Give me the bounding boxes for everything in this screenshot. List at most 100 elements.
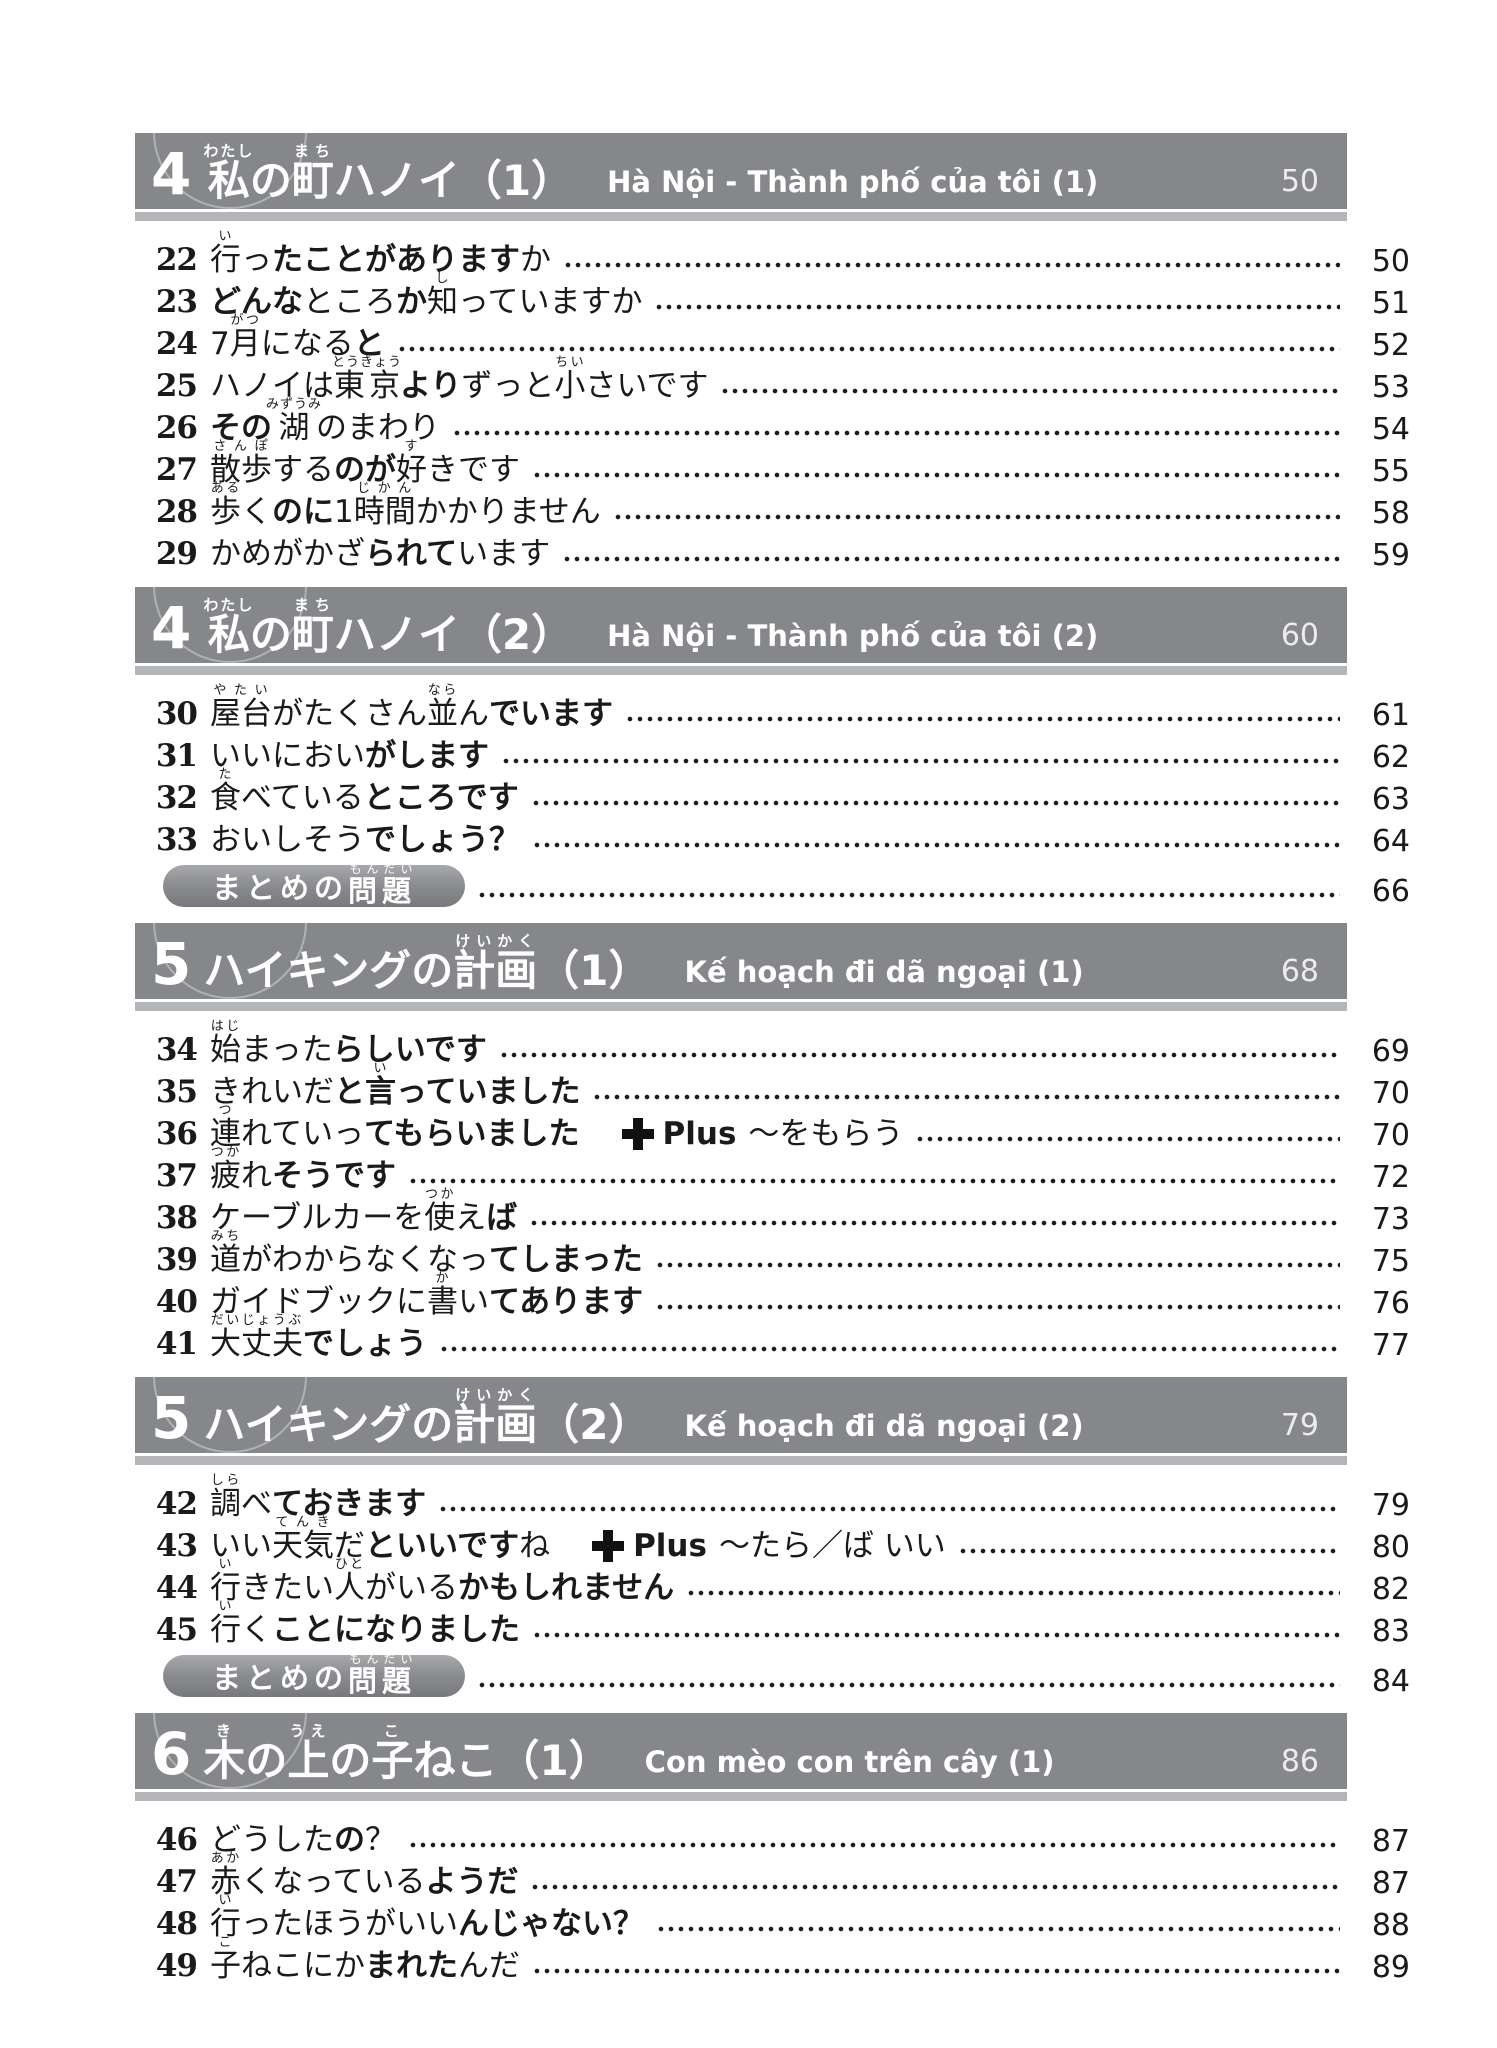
dotted-leader [562,553,1340,565]
ruby-annotated-text: 言い [365,1061,396,1111]
grammar-point-bold: ば [486,1200,518,1237]
grammar-point-bold: そうです [272,1158,396,1195]
entry-title: 行いったほうがいいんじゃない？ [210,1893,644,1943]
grammar-point-bold: ておきます [272,1486,427,1523]
entry-page-number: 58 [1371,496,1410,531]
entry-number: 46 [155,1822,198,1859]
ruby-annotated-text: 私わたし [203,596,255,659]
entry-title: きれいだと言いっていました [210,1061,581,1111]
grammar-point-bold: といいです [365,1528,520,1565]
grammar-point-bold: と [353,326,385,363]
entry-title: どんなところか知しっていますか [210,271,643,321]
grammar-point-bold: ようだ [425,1864,519,1901]
section-header-band: 4 私わたしの町まちハノイ（2） Hà Nội - Thành phố của … [135,587,1347,663]
entry-number: 27 [155,452,198,489]
lesson-number: 5 [151,1383,191,1452]
grammar-point-bold: 言い [365,1061,396,1111]
dotted-leader [396,343,1340,355]
entry-list: 22 行いったことがありますか 50 23 どんなところか知しっていますか 51… [135,229,1410,573]
entry-number: 23 [155,284,198,321]
dotted-leader [625,713,1340,725]
header-underline-strip [135,212,1347,221]
toc-entry: 34 始はじまったらしいです 69 [135,1019,1410,1067]
dotted-leader [498,1049,1340,1061]
entry-title: 行いったことがありますか [210,229,551,279]
ruby-annotated-text: 並なら [427,683,458,733]
entry-number: 32 [155,780,198,817]
toc-entry: 41 大丈夫だいじょうぶでしょう 77 [135,1313,1410,1363]
ruby-annotated-text: 木き [203,1722,246,1785]
dotted-leader [530,1881,1340,1893]
dotted-leader [654,1259,1340,1271]
toc-entry: 39 道みちがわからなくなってしまった 75 [135,1229,1410,1277]
grammar-point-bold: ことになりました [272,1612,520,1649]
ruby-annotated-text: 屋台やたい [210,683,272,733]
toc-entry: 24 7月がつになると 52 [135,313,1410,363]
ruby-annotated-text: 歩ある [210,481,241,531]
grammar-point-bold: ところです [363,780,519,817]
toc-entry: 23 どんなところか知しっていますか 51 [135,271,1410,321]
entry-number: 41 [155,1326,198,1363]
entry-title: ガイドブックに書かいてあります [210,1271,644,1321]
entry-title: ハノイは東京とうきょうよりずっと小ちいさいです [210,355,709,405]
lesson-title-japanese: ハイキングの計画けいかく（1） [203,932,651,995]
dotted-leader [530,797,1340,809]
entry-list: 30 屋台やたいがたくさん並ならんでいます 61 31 いいにおいがします 62… [135,683,1410,908]
grammar-point-bold: でしょう [303,1326,427,1363]
entry-title: 始はじまったらしいです [210,1019,487,1069]
ruby-annotated-text: 行い [210,1893,241,1943]
ruby-annotated-text: 赤あか [210,1851,241,1901]
plus-label: Plus [633,1528,707,1565]
entry-number: 45 [155,1612,198,1649]
toc-entry: 37 疲つかれそうです 72 [135,1145,1410,1193]
lesson-title-japanese: ハイキングの計画けいかく（2） [203,1386,651,1449]
entry-number: 29 [155,536,198,573]
ruby-annotated-text: 子こ [210,1935,241,1985]
toc-section: 4 私わたしの町まちハノイ（1） Hà Nội - Thành phố của … [135,133,1410,571]
entry-title: 食たべているところです [210,767,519,817]
entry-page-number: 50 [1371,244,1410,279]
entry-title: 疲つかれそうです [210,1145,396,1195]
toc-entry: 26 その湖みずうみのまわり 54 [135,397,1410,447]
dotted-leader [532,1629,1340,1641]
entry-number: 49 [155,1948,198,1985]
header-underline-strip [135,1002,1347,1011]
entry-title: 行いくことになりました [210,1599,520,1649]
ruby-annotated-text: 行い [210,1599,241,1649]
grammar-point-bold: でいます [489,696,613,733]
grammar-point-bold: のに [272,494,334,531]
dotted-leader [720,385,1340,397]
table-of-contents: 4 私わたしの町まちハノイ（1） Hà Nội - Thành phố của … [135,133,1410,1999]
toc-entry: 45 行いくことになりました 83 [135,1599,1410,1649]
lesson-number: 4 [151,593,191,662]
toc-entry: 28 歩あるくのに1時間じかんかかりません 58 [135,481,1410,531]
toc-entry: 40 ガイドブックに書かいてあります 76 [135,1271,1410,1321]
dotted-leader [529,1217,1340,1229]
toc-section: 5 ハイキングの計画けいかく（1） Kế hoạch đi dã ngoại (… [135,923,1410,1361]
entry-title: その湖みずうみのまわり [210,397,440,447]
ruby-annotated-text: 湖みずうみ [266,397,323,447]
entry-page-number: 61 [1371,698,1410,733]
plus-note: Plus 〜をもらう [621,1118,903,1151]
entry-number: 40 [155,1284,198,1321]
dotted-leader [563,259,1340,271]
toc-entry: 35 きれいだと言いっていました 70 [135,1061,1410,1109]
entry-page-number: 82 [1371,1572,1410,1607]
entry-page-number: 88 [1371,1908,1410,1943]
grammar-point-bold: のが [334,452,396,489]
ruby-annotated-text: 人ひと [334,1557,365,1607]
toc-entry: 49 子こねこにかまれたんだ 89 [135,1935,1410,1985]
entry-page-number: 83 [1371,1614,1410,1649]
ruby-annotated-text: 時間じかん [353,481,416,531]
grammar-point-bold: と [334,1074,365,1111]
ruby-annotated-text: 行い [210,1557,241,1607]
ruby-annotated-text: 小ちい [554,355,586,405]
dotted-leader [532,839,1340,851]
entry-page-number: 54 [1371,412,1410,447]
lesson-start-page: 60 [1280,618,1319,653]
toc-entry: 32 食たべているところです 63 [135,767,1410,817]
entry-number: 38 [155,1200,198,1237]
dotted-leader [408,1175,1340,1187]
ruby-annotated-text: 町まち [291,142,334,205]
entry-page-number: 53 [1371,370,1410,405]
